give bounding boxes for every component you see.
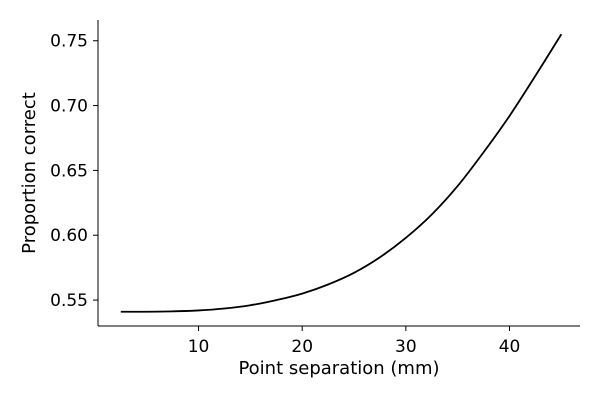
y-tick-label: 0.75 — [50, 32, 88, 52]
series-line — [120, 33, 563, 313]
plot-area: 10 20 30 40 0.55 0.60 0.65 0.70 0.75 — [50, 20, 580, 357]
y-ticks: 0.55 0.60 0.65 0.70 0.75 — [50, 32, 98, 311]
y-tick-label: 0.55 — [50, 291, 88, 311]
y-axis-label: Proportion correct — [19, 92, 40, 254]
x-tick-label: 40 — [499, 337, 521, 357]
x-ticks: 10 20 30 40 — [188, 326, 521, 357]
x-tick-label: 10 — [188, 337, 210, 357]
y-tick-label: 0.70 — [50, 97, 88, 117]
x-tick-label: 30 — [395, 337, 417, 357]
y-tick-label: 0.60 — [50, 226, 88, 246]
x-tick-label: 20 — [291, 337, 313, 357]
y-tick-label: 0.65 — [50, 161, 88, 181]
x-axis-label: Point separation (mm) — [238, 358, 439, 379]
